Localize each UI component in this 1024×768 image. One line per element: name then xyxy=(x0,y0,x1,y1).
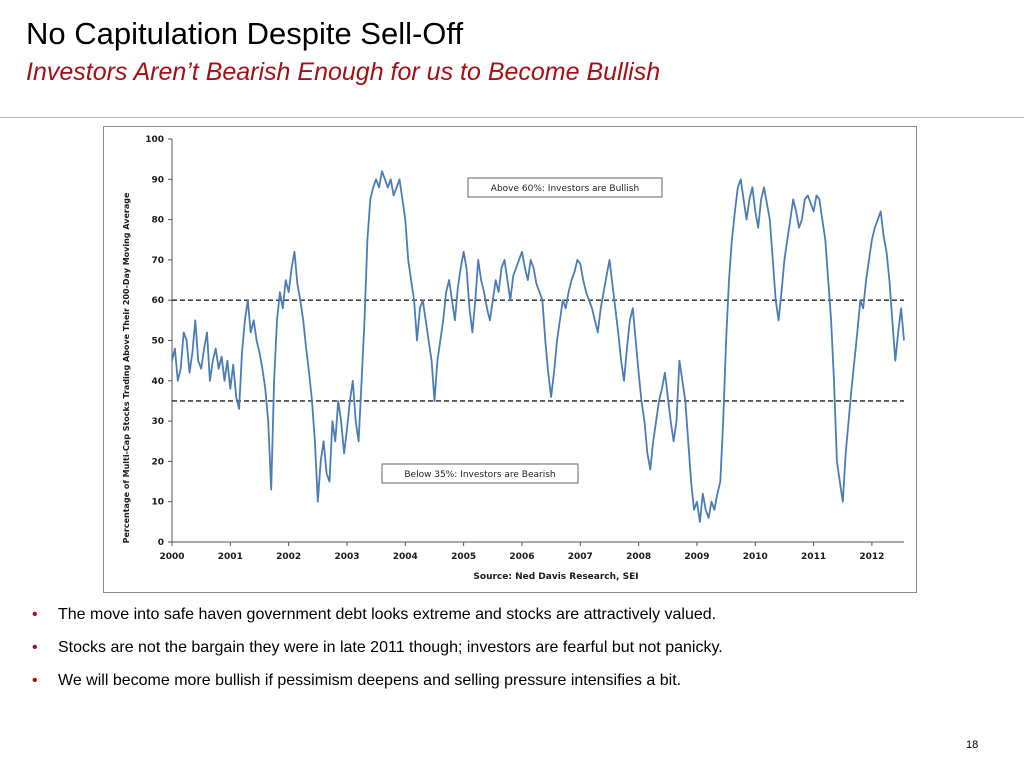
x-tick-label: 2011 xyxy=(801,552,826,562)
bullet-item: • We will become more bullish if pessimi… xyxy=(30,670,990,692)
x-tick-label: 2001 xyxy=(218,552,243,562)
y-tick-label: 30 xyxy=(151,417,164,427)
y-tick-label: 40 xyxy=(151,377,164,387)
bullet-text: We will become more bullish if pessimism… xyxy=(58,672,682,689)
series-group xyxy=(171,170,905,523)
x-tick-label: 2010 xyxy=(743,552,768,562)
y-tick-label: 10 xyxy=(151,498,164,508)
x-tick-label: 2007 xyxy=(568,552,593,562)
slide-title: No Capitulation Despite Sell-Off xyxy=(26,16,464,51)
x-tick-label: 2005 xyxy=(451,552,476,562)
bullet-item: • Stocks are not the bargain they were i… xyxy=(30,637,990,659)
bullet-text: The move into safe haven government debt… xyxy=(58,606,717,623)
series-line xyxy=(171,170,905,523)
bullish-annotation-box xyxy=(467,177,663,198)
bullet-marker: • xyxy=(32,672,38,689)
y-tick-label: 50 xyxy=(151,337,164,347)
bullet-text: Stocks are not the bargain they were in … xyxy=(58,639,723,656)
x-tick-label: 2004 xyxy=(393,552,418,562)
y-tick-label: 70 xyxy=(151,256,164,266)
annotations: Above 60%: Investors are Bullish Below 35… xyxy=(381,177,663,484)
bullet-list: • The move into safe haven government de… xyxy=(30,604,990,703)
x-tick-label: 2008 xyxy=(626,552,651,562)
page-number: 18 xyxy=(966,739,979,751)
y-axis: 0 10 20 30 40 50 60 70 80 90 100 xyxy=(145,135,173,548)
bullet-marker: • xyxy=(32,606,38,623)
x-axis: 2000 2001 2002 2003 2004 2005 2006 2007 2008 2009… xyxy=(159,541,904,562)
y-tick-label: 60 xyxy=(151,296,164,306)
x-tick-label: 2000 xyxy=(159,552,184,562)
bearish-annotation-text: Below 35%: Investors are Bearish xyxy=(404,470,555,480)
y-tick-label: 20 xyxy=(151,457,164,467)
chart-frame: 0 10 20 30 40 50 60 70 80 90 100 2000 2001 2002 2003 2… xyxy=(103,126,917,593)
x-tick-label: 2006 xyxy=(509,552,534,562)
reference-lines xyxy=(172,299,904,402)
y-tick-label: 0 xyxy=(158,538,164,548)
y-tick-label: 100 xyxy=(145,135,164,145)
chart-source: Source: Ned Davis Research, SEI xyxy=(473,572,638,582)
bullish-annotation-text: Above 60%: Investors are Bullish xyxy=(491,184,639,194)
slide-subtitle: Investors Aren’t Bearish Enough for us t… xyxy=(26,58,661,86)
y-tick-label: 80 xyxy=(151,216,164,226)
y-axis-label: Percentage of Multi-Cap Stocks Trading A… xyxy=(122,192,131,543)
bearish-annotation-box xyxy=(381,463,579,484)
bullet-marker: • xyxy=(32,639,38,656)
x-tick-label: 2009 xyxy=(684,552,709,562)
y-tick-label: 90 xyxy=(151,175,164,185)
bullet-item: • The move into safe haven government de… xyxy=(30,604,990,626)
title-divider xyxy=(0,117,1024,118)
x-tick-label: 2012 xyxy=(859,552,884,562)
x-tick-label: 2002 xyxy=(276,552,301,562)
x-tick-label: 2003 xyxy=(334,552,359,562)
